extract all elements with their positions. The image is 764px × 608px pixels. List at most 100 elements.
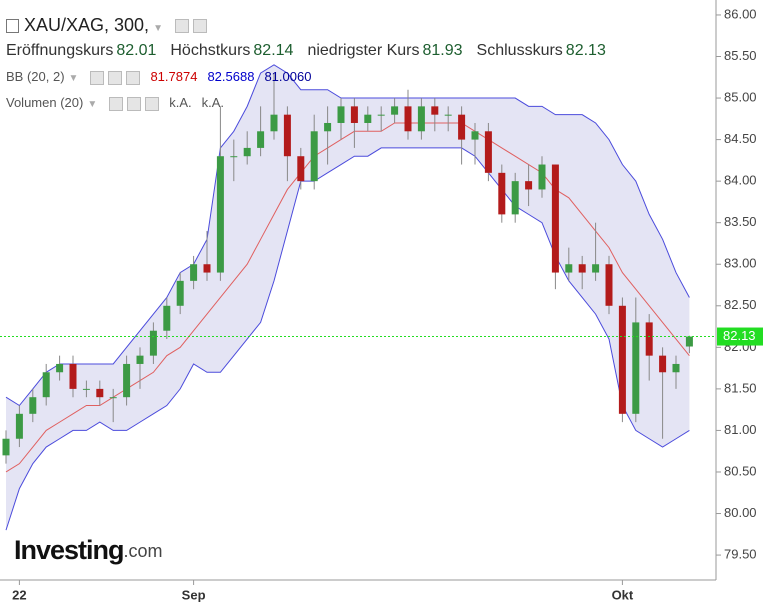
band-lower: [5, 147, 690, 531]
candle-body: [324, 122, 332, 132]
ohlc-label: Schlusskurs: [476, 42, 563, 59]
last-price-label: 82.13: [723, 328, 756, 343]
y-tick-label: 79.50: [724, 547, 757, 562]
candle-body: [176, 280, 184, 306]
y-tick-label: 80.50: [724, 463, 757, 478]
candle-body: [257, 131, 265, 148]
candle-body: [498, 172, 506, 215]
candle-body: [672, 363, 680, 373]
candle-body: [297, 156, 305, 182]
y-tick-label: 85.00: [724, 89, 757, 104]
candle-body: [525, 181, 533, 190]
eye-icon[interactable]: [109, 96, 124, 111]
candle-body: [458, 114, 466, 140]
settings-icon[interactable]: [127, 96, 142, 111]
logo: Investing.com: [14, 535, 163, 565]
band-middle: [5, 122, 690, 473]
ohlc-value: 82.01: [116, 42, 157, 59]
candle-body: [2, 438, 10, 456]
y-tick-label: 82.50: [724, 297, 757, 312]
remove-icon[interactable]: [126, 70, 141, 85]
y-tick-label: 83.50: [724, 214, 757, 229]
dropdown[interactable]: ▼: [153, 23, 163, 34]
candle-body: [618, 305, 626, 414]
ohlc-value: 81.93: [422, 42, 463, 59]
candle-body: [96, 388, 104, 398]
chart-header: XAU/XAG, 300, ▼ Eröffnungskurs 82.01 Höchst…: [6, 12, 620, 116]
y-tick-label: 81.50: [724, 380, 757, 395]
ohlc-row: Eröffnungskurs 82.01 Höchstkurs 82.14 niedri…: [6, 38, 620, 64]
candle-body: [565, 264, 573, 273]
candle-body: [364, 114, 372, 123]
collapse-box[interactable]: [6, 19, 19, 34]
candle-body: [109, 397, 117, 399]
candle-body: [538, 164, 546, 190]
candle-body: [163, 305, 171, 331]
candle-body: [551, 164, 559, 273]
candle-body: [136, 355, 144, 364]
y-tick-label: 83.00: [724, 256, 757, 271]
indicator-value: k.A.: [169, 95, 192, 110]
candle-body: [592, 264, 600, 273]
x-tick-label: Sep: [182, 587, 206, 602]
title-row: XAU/XAG, 300, ▼: [6, 12, 620, 38]
candle-body: [270, 114, 278, 132]
ohlc-value: 82.14: [253, 42, 294, 59]
dropdown[interactable]: ▼: [87, 99, 98, 110]
indicator-name: BB (20, 2): [6, 69, 65, 84]
settings-icon[interactable]: [108, 70, 123, 85]
ohlc-label: niedrigster Kurs: [307, 42, 420, 59]
candle-body: [310, 131, 318, 182]
dropdown[interactable]: ▼: [68, 73, 79, 84]
candle-body: [29, 397, 37, 414]
logo-suffix: .com: [124, 541, 163, 561]
indicator-value: k.A.: [201, 95, 225, 110]
candle-body: [190, 264, 198, 281]
candle-body: [149, 330, 157, 356]
candle-body: [82, 388, 90, 390]
band-upper: [5, 64, 690, 407]
candle-body: [431, 106, 439, 115]
y-tick-label: 81.00: [724, 422, 757, 437]
chart-title: XAU/XAG, 300,: [24, 15, 150, 35]
candle-body: [484, 131, 492, 173]
candle-body: [605, 264, 613, 306]
candle-body: [632, 322, 640, 414]
indicator-value: 81.7874: [150, 69, 198, 84]
eye-icon[interactable]: [174, 19, 189, 34]
last-price-box: [717, 327, 763, 346]
remove-icon[interactable]: [145, 96, 160, 111]
candle-body: [230, 156, 238, 158]
indicator-value: 81.0060: [264, 69, 312, 84]
y-tick-label: 86.00: [724, 6, 757, 21]
y-tick-label: 84.00: [724, 173, 757, 188]
candle-body: [578, 264, 586, 273]
candle-body: [659, 355, 667, 373]
y-tick-label: 80.00: [724, 505, 757, 520]
candle-body: [243, 147, 251, 157]
candle-body: [42, 372, 50, 398]
y-tick-label: 85.50: [724, 48, 757, 63]
candle-body: [123, 363, 131, 398]
band-area: [6, 64, 690, 531]
candle-body: [216, 156, 224, 273]
x-tick-label: Okt: [612, 587, 634, 602]
indicator-row: BB (20, 2) ▼ 81.7874 82.5688 81.0060: [6, 64, 620, 90]
x-tick-label: 22: [12, 587, 26, 602]
candle-body: [417, 106, 425, 132]
candle-body: [56, 363, 64, 373]
eye-icon[interactable]: [90, 70, 105, 85]
ohlc-value: 82.13: [565, 42, 606, 59]
candle-body: [203, 264, 211, 273]
y-tick-label: 84.50: [724, 131, 757, 146]
indicator-name: Volumen (20): [6, 95, 84, 110]
settings-icon[interactable]: [192, 19, 207, 34]
candle-body: [391, 106, 399, 115]
candle-body: [337, 106, 345, 123]
logo-brand: Investing: [14, 535, 124, 565]
candle-body: [685, 336, 693, 347]
candle-body: [511, 181, 519, 215]
ohlc-label: Eröffnungskurs: [6, 42, 114, 59]
